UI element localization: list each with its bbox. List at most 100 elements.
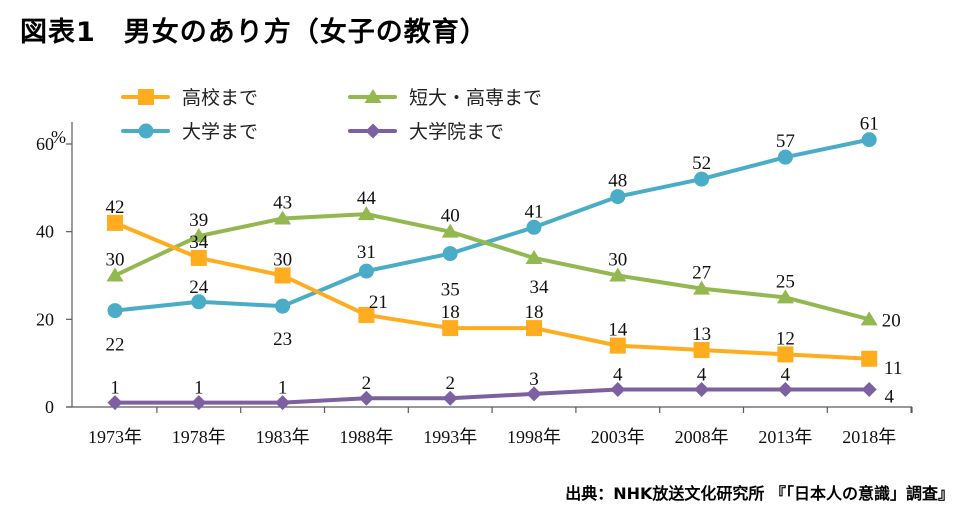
data-label: 21 bbox=[369, 292, 388, 313]
data-label: 42 bbox=[106, 197, 125, 218]
data-label: 44 bbox=[357, 188, 377, 209]
series-line bbox=[113, 137, 872, 313]
data-label: 4 bbox=[884, 386, 894, 407]
data-label: 3 bbox=[529, 369, 539, 390]
data-label: 35 bbox=[441, 280, 460, 301]
data-point bbox=[107, 214, 123, 231]
legend-marker-diamond-icon bbox=[365, 123, 381, 139]
data-point bbox=[526, 320, 542, 337]
data-label: 25 bbox=[776, 271, 795, 292]
data-point bbox=[776, 289, 794, 304]
data-point bbox=[191, 294, 207, 310]
data-label: 2 bbox=[362, 373, 372, 394]
data-label: 34 bbox=[530, 277, 550, 298]
legend-label: 大学院まで bbox=[409, 121, 504, 143]
legend-marker-triangle-icon bbox=[364, 89, 382, 103]
data-point bbox=[274, 267, 291, 284]
data-point bbox=[526, 219, 542, 235]
data-point bbox=[861, 132, 877, 148]
source-note: 出典：NHK放送文化研究所 『「日本人の意識」調査』 bbox=[565, 484, 954, 503]
x-tick-label: 1983年 bbox=[256, 427, 310, 447]
data-point bbox=[275, 395, 291, 411]
data-label: 12 bbox=[776, 328, 795, 349]
data-label: 18 bbox=[525, 302, 544, 323]
data-point bbox=[107, 303, 123, 319]
axes: 0 20 40 60% 1973年 1978年 1983年 1988年 1993年 1998年 20… bbox=[36, 122, 913, 447]
y-unit-label: % bbox=[51, 127, 66, 147]
data-point bbox=[106, 267, 124, 282]
data-point bbox=[107, 395, 123, 411]
data-point bbox=[357, 206, 375, 221]
series-lines bbox=[113, 137, 872, 405]
data-label: 27 bbox=[692, 263, 711, 284]
data-point bbox=[694, 381, 710, 397]
legend-label: 短大・高専まで bbox=[409, 87, 542, 109]
data-point bbox=[358, 263, 374, 279]
data-point bbox=[609, 337, 626, 354]
data-label: 1 bbox=[194, 378, 204, 399]
data-point bbox=[777, 346, 794, 363]
x-tick-label: 1998年 bbox=[507, 427, 561, 447]
data-point bbox=[610, 381, 626, 397]
legend-item: 大学まで bbox=[121, 121, 258, 143]
data-point bbox=[274, 210, 292, 225]
data-label: 41 bbox=[525, 201, 544, 222]
legend-marker-square-icon bbox=[138, 89, 154, 105]
data-point bbox=[442, 320, 459, 337]
data-label: 18 bbox=[441, 302, 460, 323]
y-tick-label: 0 bbox=[45, 397, 54, 417]
data-label: 48 bbox=[608, 171, 627, 192]
data-label: 61 bbox=[860, 114, 879, 135]
data-point bbox=[777, 381, 793, 397]
data-label: 39 bbox=[189, 210, 208, 231]
data-point bbox=[358, 306, 375, 323]
x-tick-label: 1993年 bbox=[423, 427, 477, 447]
data-point bbox=[861, 350, 878, 367]
series-line bbox=[113, 212, 872, 322]
data-point bbox=[693, 280, 711, 295]
data-point bbox=[190, 228, 208, 243]
data-point bbox=[693, 342, 710, 359]
data-label: 1 bbox=[278, 378, 288, 399]
y-tick-label: 60 bbox=[36, 134, 54, 154]
data-label: 30 bbox=[608, 250, 627, 271]
data-label: 30 bbox=[106, 250, 125, 271]
data-point bbox=[609, 267, 627, 282]
data-label: 31 bbox=[357, 242, 376, 263]
legend-label: 大学まで bbox=[182, 121, 258, 143]
legend-item: 高校まで bbox=[121, 87, 258, 109]
x-tick-label: 2003年 bbox=[591, 427, 645, 447]
legend-marker-circle-icon bbox=[138, 123, 154, 139]
data-label: 2 bbox=[445, 373, 455, 394]
data-label: 4 bbox=[613, 364, 623, 385]
data-label: 57 bbox=[776, 131, 795, 152]
data-label: 11 bbox=[884, 358, 902, 379]
legend-item: 大学院まで bbox=[348, 121, 504, 143]
data-label: 13 bbox=[692, 324, 711, 345]
data-point bbox=[694, 171, 710, 187]
series-markers bbox=[106, 132, 878, 411]
data-label: 43 bbox=[273, 193, 292, 214]
data-point bbox=[190, 249, 207, 266]
data-point bbox=[860, 311, 878, 326]
data-point bbox=[610, 189, 626, 205]
x-tick-label: 2013年 bbox=[758, 427, 812, 447]
y-tick-label: 40 bbox=[36, 222, 54, 242]
data-label: 34 bbox=[189, 232, 209, 253]
y-tick-label: 20 bbox=[36, 309, 54, 329]
data-label: 52 bbox=[692, 153, 711, 174]
data-point bbox=[442, 390, 458, 406]
data-point bbox=[525, 249, 543, 264]
x-tick-label: 2018年 bbox=[842, 427, 896, 447]
data-label: 22 bbox=[106, 335, 125, 356]
series-line bbox=[113, 387, 872, 405]
data-label: 4 bbox=[697, 364, 707, 385]
data-point bbox=[442, 246, 458, 262]
x-tick-label: 2008年 bbox=[675, 427, 729, 447]
data-label: 23 bbox=[273, 329, 292, 350]
data-point bbox=[777, 149, 793, 165]
chart-title: 図表1 男女のあり方（女子の教育） bbox=[20, 17, 488, 48]
series-line bbox=[113, 220, 872, 361]
